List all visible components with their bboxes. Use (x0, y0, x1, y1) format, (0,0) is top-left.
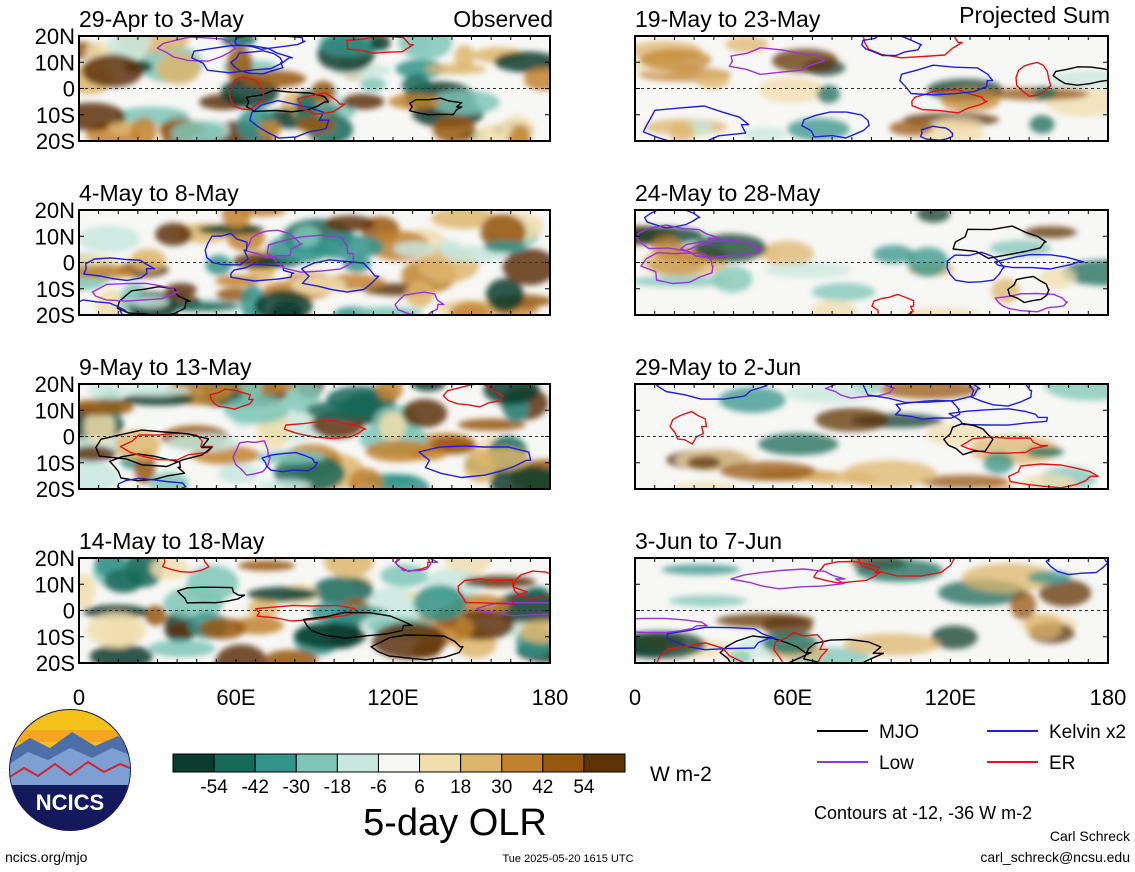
y-tick-label: 10N (35, 398, 75, 423)
contour-lines (79, 229, 445, 315)
projected-label: Projected Sum (959, 2, 1110, 28)
colorbar-tick: -18 (324, 777, 351, 798)
longitude-axes: 0 60E 120E 180 0 60E 120E 180 (73, 685, 1126, 710)
y-tick-label: 20N (35, 546, 75, 571)
olr-shading (79, 210, 550, 315)
panel-title: 4-May to 8-May (79, 180, 239, 206)
y-tick-label: 10S (36, 103, 75, 128)
panel-title: 3-Jun to 7-Jun (635, 528, 782, 554)
contour-lines (161, 558, 550, 661)
contour-note: Contours at -12, -36 W m-2 (814, 803, 1032, 823)
colorbar-tick: 18 (450, 777, 471, 798)
y-tick-label: 20N (35, 372, 75, 397)
colorbar-tick: -42 (241, 777, 268, 798)
map-panel: 29-May to 2-Jun (634, 354, 1109, 490)
observed-label: Observed (453, 6, 553, 32)
x-tick-label: 0 (73, 685, 85, 710)
x-tick-label: 120E (925, 685, 976, 710)
colorbar-tick: 54 (573, 777, 595, 798)
colorbar-tick: 6 (414, 777, 425, 798)
y-tick-label: 20S (36, 303, 75, 328)
panel-title: 29-Apr to 3-May (79, 6, 244, 32)
colorbar-swatch (501, 753, 544, 773)
y-tick-label: 10S (36, 625, 75, 650)
contour-lines (156, 36, 463, 139)
x-tick-label: 180 (1090, 685, 1127, 710)
ncics-logo: NCICS (9, 709, 131, 831)
y-tick-label: 10S (36, 451, 75, 476)
x-tick-label: 180 (532, 685, 569, 710)
colorbar-swatch (419, 753, 462, 773)
footer-email: carl_schreck@ncsu.edu (980, 849, 1130, 865)
map-panel: 3-Jun to 7-Jun (634, 528, 1109, 664)
colorbar-swatch (254, 753, 297, 773)
y-tick-label: 10S (36, 277, 75, 302)
contour-lines (656, 384, 1099, 489)
chart-title: 5-day OLR (363, 802, 547, 844)
x-tick-label: 60E (216, 685, 255, 710)
y-tick-label: 20N (35, 198, 75, 223)
map-panel: 19-May to 23-May (634, 6, 1109, 142)
footer-author: Carl Schreck (1050, 828, 1131, 844)
panel-title: 9-May to 13-May (79, 354, 252, 380)
colorbar-swatch (583, 753, 626, 773)
colorbar-swatch (172, 753, 215, 773)
panel-title: 24-May to 28-May (635, 180, 821, 206)
legend-label: ER (1049, 753, 1075, 774)
colorbar-tick: -54 (200, 777, 228, 798)
olr-shading (79, 36, 550, 141)
y-tick-label: 20N (35, 24, 75, 49)
olr-shading (635, 558, 1092, 663)
y-tick-label: 20S (36, 651, 75, 676)
colorbar-tick: 42 (532, 777, 553, 798)
y-tick-label: 10N (35, 572, 75, 597)
x-tick-label: 120E (367, 685, 418, 710)
y-tick-label: 0 (63, 77, 75, 102)
panel-title: 29-May to 2-Jun (635, 354, 801, 380)
colorbar-tick: -30 (283, 777, 310, 798)
colorbar-units: W m-2 (650, 763, 712, 786)
contour-legend: MJO Kelvin x2 Low ER (817, 722, 1126, 774)
contour-lines (636, 210, 1085, 315)
y-tick-label: 0 (63, 599, 75, 624)
panel-title: 14-May to 18-May (79, 528, 265, 554)
legend-label: Kelvin x2 (1049, 722, 1126, 743)
legend-label: Low (879, 753, 914, 774)
x-tick-label: 60E (773, 685, 812, 710)
colorbar-swatch (336, 753, 379, 773)
colorbar-tick: 30 (491, 777, 512, 798)
y-tick-label: 10N (35, 50, 75, 75)
map-panel: 24-May to 28-May (634, 180, 1109, 316)
y-tick-label: 10N (35, 224, 75, 249)
colorbar-tick: -6 (370, 777, 387, 798)
logo-text: NCICS (36, 790, 104, 815)
y-tick-label: 20S (36, 129, 75, 154)
colorbar-swatch (377, 753, 421, 773)
colorbar-swatch (213, 753, 256, 773)
colorbar-swatch (295, 753, 338, 773)
y-tick-label: 20S (36, 477, 75, 502)
olr-colorbar: -54 -42 -30 -18 -6 6 18 30 42 54 (172, 753, 626, 798)
x-tick-label: 0 (629, 685, 641, 710)
legend-label: MJO (879, 722, 919, 743)
y-tick-label: 0 (63, 425, 75, 450)
footer-timestamp: Tue 2025-05-20 1615 UTC (502, 853, 633, 865)
olr-shading (79, 558, 550, 663)
panel-title: 19-May to 23-May (635, 6, 821, 32)
colorbar-swatch (542, 753, 585, 773)
contour-lines (635, 558, 1108, 663)
olr-shading (666, 384, 1108, 489)
colorbar-swatch (460, 753, 503, 773)
footer-url: ncics.org/mjo (5, 849, 88, 865)
contour-lines (642, 36, 1108, 141)
y-tick-label: 0 (63, 251, 75, 276)
